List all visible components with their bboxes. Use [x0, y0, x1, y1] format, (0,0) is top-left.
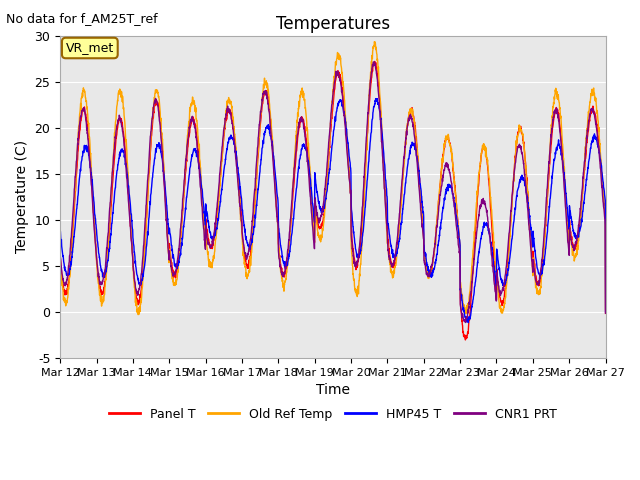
- Panel T: [554, 107, 562, 113]
- X-axis label: Time: Time: [316, 383, 350, 397]
- Panel T: [602, 311, 609, 316]
- Panel T: [371, 59, 378, 64]
- HMP45 T: [372, 96, 380, 101]
- Old Ref Temp: [569, 251, 577, 257]
- HMP45 T: [492, 278, 499, 284]
- Old Ref Temp: [349, 264, 356, 269]
- HMP45 T: [349, 218, 356, 224]
- Line: CNR1 PRT: CNR1 PRT: [60, 62, 605, 323]
- CNR1 PRT: [360, 175, 368, 180]
- Legend: Panel T, Old Ref Temp, HMP45 T, CNR1 PRT: Panel T, Old Ref Temp, HMP45 T, CNR1 PRT: [104, 403, 562, 426]
- CNR1 PRT: [56, 253, 64, 259]
- Old Ref Temp: [134, 312, 142, 318]
- Text: No data for f_AM25T_ref: No data for f_AM25T_ref: [6, 12, 158, 25]
- CNR1 PRT: [371, 59, 378, 65]
- Title: Temperatures: Temperatures: [276, 15, 390, 33]
- Panel T: [461, 337, 469, 343]
- Panel T: [209, 246, 216, 252]
- CNR1 PRT: [554, 111, 562, 117]
- Old Ref Temp: [361, 186, 369, 192]
- Panel T: [56, 250, 64, 256]
- CNR1 PRT: [569, 245, 577, 251]
- Panel T: [492, 285, 499, 290]
- HMP45 T: [209, 234, 216, 240]
- HMP45 T: [360, 214, 368, 220]
- CNR1 PRT: [492, 291, 499, 297]
- HMP45 T: [569, 226, 577, 232]
- Line: Old Ref Temp: Old Ref Temp: [60, 42, 605, 315]
- CNR1 PRT: [602, 310, 609, 316]
- Line: Panel T: Panel T: [60, 61, 605, 340]
- HMP45 T: [554, 142, 562, 148]
- Y-axis label: Temperature (C): Temperature (C): [15, 140, 29, 253]
- Old Ref Temp: [209, 260, 216, 266]
- CNR1 PRT: [462, 320, 470, 325]
- CNR1 PRT: [209, 238, 216, 244]
- Old Ref Temp: [554, 96, 562, 102]
- Old Ref Temp: [371, 39, 378, 45]
- HMP45 T: [56, 228, 64, 234]
- HMP45 T: [465, 320, 472, 325]
- Line: HMP45 T: HMP45 T: [60, 98, 605, 323]
- Old Ref Temp: [56, 254, 64, 260]
- Text: VR_met: VR_met: [66, 41, 114, 55]
- Panel T: [360, 184, 368, 190]
- HMP45 T: [602, 309, 609, 315]
- Old Ref Temp: [602, 307, 609, 312]
- Panel T: [349, 241, 356, 247]
- CNR1 PRT: [349, 246, 356, 252]
- Panel T: [569, 241, 577, 247]
- Old Ref Temp: [492, 264, 499, 269]
